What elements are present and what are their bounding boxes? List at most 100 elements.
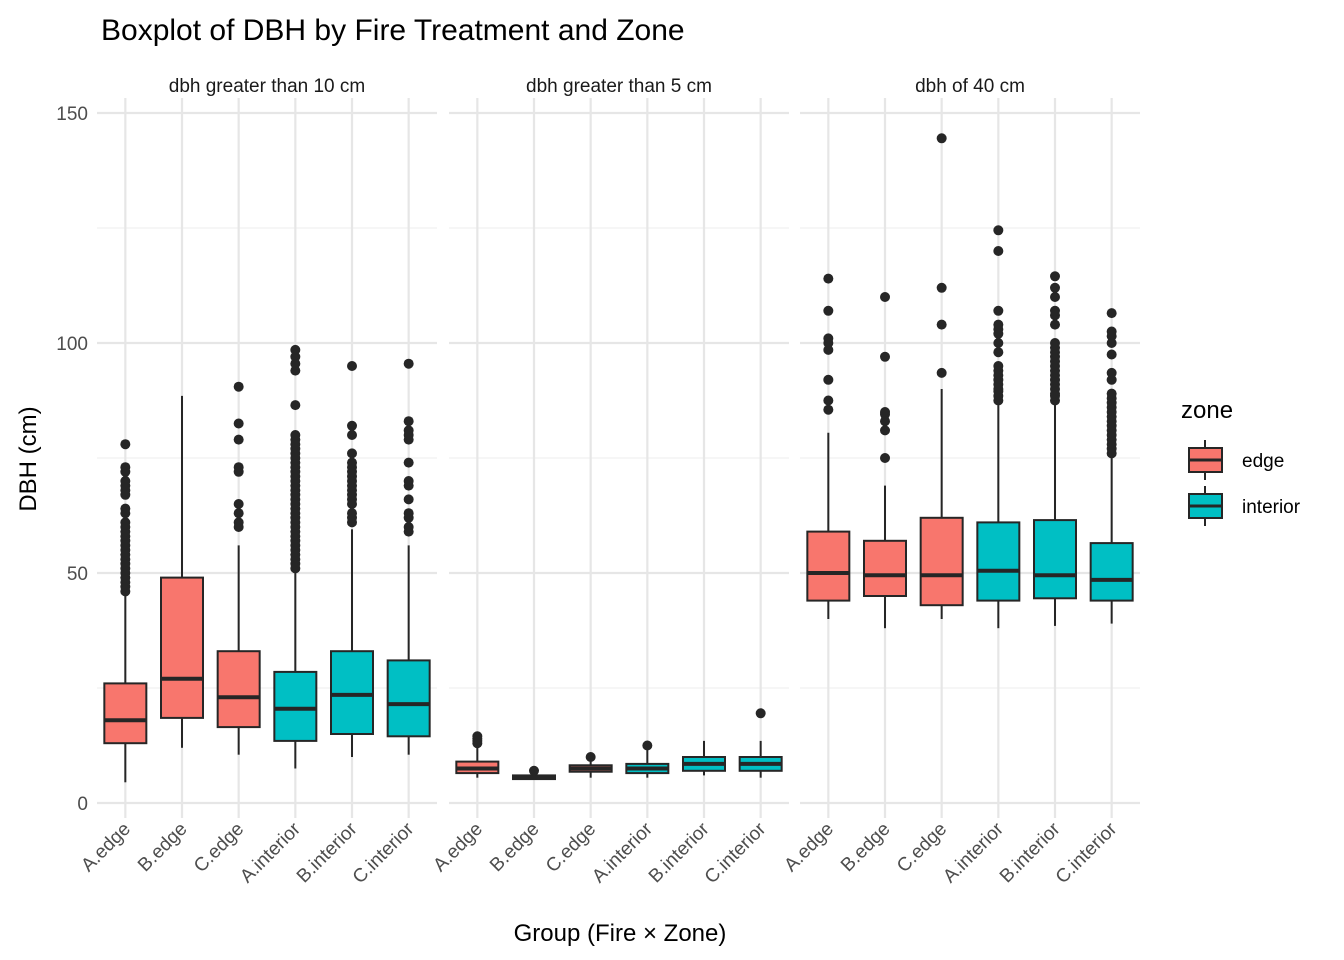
box-C.interior: [738, 708, 783, 778]
outlier-point: [585, 752, 596, 762]
outlier-point: [120, 439, 131, 450]
x-tick-label: A.edge: [429, 819, 486, 876]
outlier-point: [823, 333, 834, 344]
outlier-point: [403, 522, 414, 532]
box-B.edge: [863, 292, 907, 629]
y-axis-label: DBH (cm): [15, 406, 42, 511]
box-C.interior: [1089, 308, 1134, 624]
box-iqr: [330, 650, 374, 736]
outlier-point: [403, 416, 414, 427]
box-B.edge: [512, 765, 556, 781]
x-tick-label: B.edge: [486, 819, 543, 876]
outlier-point: [993, 347, 1004, 358]
y-axis: 0 50 100 150: [56, 104, 88, 815]
outlier-point: [233, 517, 244, 528]
outlier-point: [290, 430, 301, 440]
box-iqr: [863, 539, 907, 597]
outlier-point: [936, 367, 947, 378]
box-iqr: [806, 530, 851, 602]
outlier-point: [403, 358, 414, 369]
legend-entry-interior: interior: [1188, 486, 1301, 526]
outlier-point: [233, 434, 244, 445]
box-iqr: [386, 659, 431, 738]
legend-label: edge: [1242, 451, 1284, 472]
y-tick-label: 100: [56, 334, 88, 355]
x-tick-label: C.interior: [349, 818, 419, 888]
legend-items: edge interior: [1188, 440, 1301, 526]
outlier-point: [993, 305, 1004, 316]
box-C.edge: [919, 133, 964, 619]
box-C.edge: [216, 381, 261, 755]
outlier-point: [403, 457, 414, 468]
outlier-point: [403, 425, 414, 436]
box-A.interior: [976, 225, 1021, 629]
outlier-point: [1050, 319, 1060, 330]
outlier-point: [233, 418, 244, 429]
x-tick-label: C.interior: [1052, 818, 1122, 888]
outlier-point: [120, 517, 131, 528]
x-tick-label: A.edge: [77, 819, 134, 876]
box-A.edge: [103, 439, 148, 783]
outlier-point: [936, 282, 947, 293]
box-A.interior: [273, 344, 318, 769]
box-iqr: [273, 670, 318, 742]
outlier-point: [403, 508, 414, 519]
outlier-point: [823, 404, 834, 415]
outlier-point: [233, 462, 244, 473]
outlier-point: [120, 462, 131, 473]
outlier-point: [936, 133, 947, 144]
outlier-point: [823, 395, 834, 406]
legend: zone edge interior: [1181, 397, 1301, 526]
panel-strip-label: dbh greater than 10 cm: [169, 76, 365, 97]
outlier-point: [347, 361, 357, 371]
outlier-point: [1106, 338, 1117, 348]
outlier-point: [290, 400, 301, 411]
box-B.interior: [330, 361, 374, 757]
outlier-point: [529, 765, 539, 776]
box-B.interior: [682, 740, 726, 776]
outlier-point: [1106, 326, 1117, 337]
box-A.edge: [455, 731, 500, 778]
x-tick-label: A.interior: [588, 818, 657, 887]
box-iqr: [976, 521, 1021, 602]
outlier-point: [1050, 305, 1060, 316]
outlier-point: [233, 499, 244, 509]
legend-label: interior: [1242, 497, 1301, 518]
outlier-point: [1050, 338, 1060, 348]
outlier-point: [1106, 388, 1117, 399]
panel: dbh greater than 10 cmA.edge B.edgeC.edge…: [77, 76, 437, 888]
box-A.edge: [806, 273, 851, 619]
outlier-point: [403, 494, 414, 505]
panel-strip-label: dbh greater than 5 cm: [526, 76, 712, 97]
box-iqr: [160, 576, 204, 719]
outlier-point: [347, 420, 357, 431]
box-C.edge: [568, 752, 613, 778]
chart-title: Boxplot of DBH by Fire Treatment and Zon…: [101, 14, 685, 47]
outlier-point: [1106, 349, 1117, 360]
outlier-point: [823, 344, 834, 355]
x-tick-label: B.edge: [134, 819, 191, 876]
outlier-point: [347, 508, 357, 519]
outlier-point: [347, 457, 357, 468]
legend-title: zone: [1181, 397, 1233, 424]
outlier-point: [993, 319, 1004, 330]
outlier-point: [880, 453, 890, 463]
outlier-point: [290, 365, 301, 376]
panels: dbh greater than 10 cmA.edge B.edgeC.edge…: [77, 76, 1140, 888]
x-tick-label: A.edge: [780, 819, 837, 876]
outlier-point: [880, 292, 890, 302]
box-iqr: [103, 682, 148, 745]
outlier-point: [233, 381, 244, 392]
outlier-point: [993, 246, 1004, 256]
outlier-point: [936, 319, 947, 330]
outlier-point: [1050, 292, 1060, 302]
box-B.edge: [160, 395, 204, 748]
outlier-point: [823, 273, 834, 284]
box-iqr: [1089, 542, 1134, 602]
box-iqr: [1033, 519, 1077, 600]
outlier-point: [880, 351, 890, 362]
panel: dbh greater than 5 cmA.edge B.edgeC.edgeA…: [429, 76, 789, 888]
x-tick-label: B.edge: [837, 819, 894, 876]
panel: dbh of 40 cmA.edge B.edgeC.edgeA.interior…: [780, 76, 1140, 888]
